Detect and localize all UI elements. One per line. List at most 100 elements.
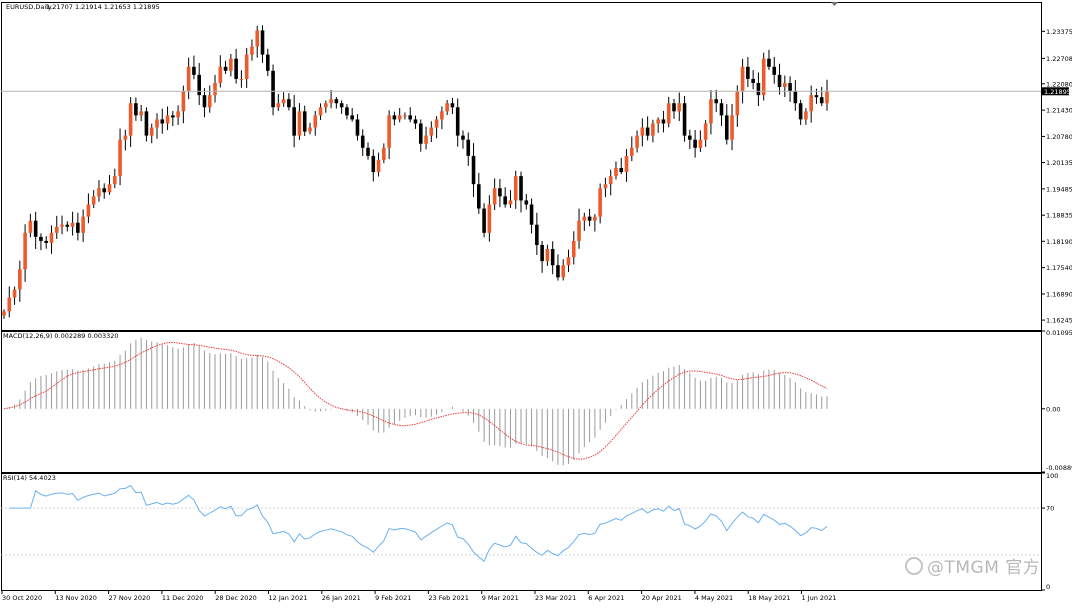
- candle-body-bear: [413, 119, 418, 124]
- candle-body-bear: [724, 115, 729, 140]
- candle-body-bull: [582, 216, 587, 221]
- price-symbol-label: EURUSD,Daily: [6, 3, 52, 11]
- candle-body-bull: [571, 240, 576, 258]
- candle-body-bear: [197, 74, 201, 96]
- candle-body-bull: [244, 54, 249, 79]
- candle-body-bull: [424, 135, 428, 144]
- rsi-title: RSI(14) 54.4023: [3, 474, 56, 482]
- candle-body-bull: [698, 139, 703, 148]
- price-axis-label: 1.16245: [1046, 317, 1072, 325]
- candle-body-bull: [651, 123, 655, 136]
- candle-body-bear: [471, 155, 476, 185]
- candle-body-bull: [598, 188, 602, 217]
- time-axis-label: 9 Feb 2021: [375, 594, 411, 602]
- candle-body-bull: [313, 115, 318, 128]
- time-axis-label: 13 Nov 2020: [55, 594, 97, 602]
- rsi-axis-label: 100: [1046, 472, 1058, 480]
- price-axis-label: 1.20135: [1046, 159, 1072, 167]
- candle-body-bull: [218, 66, 223, 83]
- candle-body-bear: [503, 196, 507, 205]
- candle-body-bear: [540, 244, 544, 262]
- candle-body-bear: [751, 78, 755, 83]
- macd-axis-label: 0.010958: [1046, 329, 1072, 337]
- candle-body-bear: [587, 216, 592, 221]
- candle-body-bear: [645, 127, 650, 136]
- macd-panel[interactable]: [1, 331, 1042, 473]
- candle-body-bull: [324, 103, 328, 108]
- price-panel[interactable]: [1, 2, 1042, 331]
- candle-body-bull: [155, 119, 159, 128]
- candle-body-bull: [128, 103, 133, 136]
- macd-axis-label: -0.008894: [1046, 464, 1072, 472]
- candle-body-bull: [318, 107, 323, 116]
- time-axis-label: 23 Mar 2021: [535, 594, 576, 602]
- candle-body-bear: [160, 119, 165, 124]
- macd-axis-label: 0.00: [1046, 405, 1060, 413]
- watermark-text: @TMGM 官方: [927, 558, 1041, 578]
- candle-body-bear: [535, 224, 539, 245]
- candle-body-bear: [556, 265, 560, 278]
- candle-body-bull: [181, 91, 186, 112]
- rsi-axis-label: 70: [1046, 505, 1054, 513]
- candle-body-bull: [213, 82, 217, 96]
- price-axis-label: 1.17540: [1046, 264, 1072, 272]
- time-axis-label: 11 Dec 2020: [162, 594, 204, 602]
- rsi-line: [9, 484, 828, 562]
- candle-body-bull: [703, 123, 708, 140]
- candle-body-bull: [735, 91, 740, 116]
- candle-body-bear: [33, 220, 38, 237]
- candle-body-bear: [192, 66, 196, 75]
- candle-body-bull: [54, 226, 59, 233]
- macd-title: MACD(12,26,9) 0.002289 0.003320: [3, 332, 119, 340]
- candle-body-bull: [656, 119, 660, 124]
- candle-body-bull: [112, 176, 117, 185]
- candle-body-bear: [65, 224, 70, 227]
- candle-body-bull: [329, 99, 333, 104]
- time-axis-label: 23 Feb 2021: [428, 594, 468, 602]
- candle-body-bull: [118, 139, 122, 177]
- candle-body-bull: [70, 222, 75, 227]
- candle-body-bull: [239, 78, 244, 80]
- candle-body-bull: [91, 196, 96, 205]
- time-axis-label: 6 Apr 2021: [588, 594, 624, 602]
- candle-body-bull: [624, 155, 629, 173]
- candle-body-bear: [223, 66, 228, 71]
- shift-marker-icon[interactable]: [831, 2, 838, 6]
- candle-body-bear: [461, 135, 465, 140]
- candle-body-bull: [139, 111, 143, 116]
- candle-body-bull: [107, 184, 112, 193]
- candle-body-bull: [186, 66, 191, 92]
- candle-body-bull: [229, 58, 233, 71]
- candle-body-bull: [207, 95, 212, 108]
- candle-body-bear: [355, 119, 360, 136]
- time-axis-label: 1 Jun 2021: [802, 594, 837, 602]
- time-axis-label: 20 Apr 2021: [642, 594, 682, 602]
- candle-body-bear: [392, 115, 397, 120]
- candle-body-bull: [123, 135, 128, 140]
- candle-body-bear: [102, 188, 107, 193]
- candle-body-bear: [529, 204, 534, 225]
- candle-body-bear: [719, 103, 724, 116]
- candle-body-bear: [345, 107, 349, 116]
- candle-body-bull: [561, 265, 566, 278]
- price-axis-label: 1.21430: [1046, 107, 1072, 115]
- rsi-panel[interactable]: [1, 473, 1042, 591]
- candle-body-bear: [524, 200, 529, 205]
- candle-body-bull: [677, 103, 682, 112]
- candle-body-bull: [23, 232, 27, 270]
- candle-body-bear: [682, 103, 687, 136]
- candle-body-bull: [566, 257, 571, 266]
- price-axis-label: 1.18835: [1046, 212, 1072, 220]
- candle-body-bull: [81, 216, 85, 233]
- candle-body-bull: [825, 91, 829, 104]
- candle-body-bear: [693, 139, 697, 148]
- candle-body-bear: [418, 123, 423, 144]
- candle-body-bull: [429, 127, 434, 136]
- candle-body-bear: [819, 97, 824, 104]
- candle-body-bull: [513, 176, 518, 201]
- candle-body-bear: [619, 168, 624, 173]
- candle-body-bull: [149, 127, 154, 136]
- price-axis-label: 1.19485: [1046, 185, 1072, 193]
- candle-body-bear: [134, 103, 138, 116]
